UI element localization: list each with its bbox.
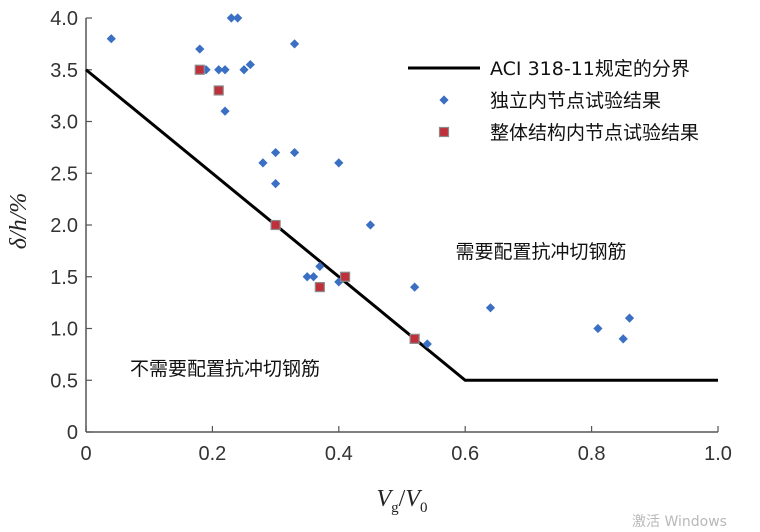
independent-joint-point	[334, 277, 344, 287]
independent-joint-point	[593, 323, 603, 334]
independent-joint-point	[485, 303, 496, 313]
independent-joint-point	[220, 106, 230, 116]
y-tick-label: 0	[67, 422, 78, 444]
legend-label-independent: 独立内节点试验结果	[490, 90, 661, 112]
tick-group: 0 0.2 0.4 0.6 0.8 1.0 0 0.5 1.0 1.5 2.0 2.5 3.0 3.5 4.…	[50, 8, 732, 465]
independent-joint-point	[239, 65, 249, 75]
watermark-text: 激活 Windows	[632, 513, 727, 530]
x-axis-title: Vg/V0	[376, 486, 427, 516]
independent-joint-point	[289, 39, 300, 49]
independent-joint-point	[258, 158, 268, 168]
independent-joint-point	[220, 65, 230, 75]
independent-joint-point	[233, 13, 243, 23]
boundary-line-group	[85, 68, 718, 382]
independent-joint-point	[308, 272, 319, 282]
x-tick-label: 0.6	[451, 443, 479, 465]
independent-joint-point	[315, 261, 325, 271]
integral-joint-point	[314, 282, 325, 293]
y-tick-label: 2.5	[50, 163, 78, 185]
x-tick-label: 0.8	[578, 443, 606, 465]
x-axis-title-sub2: 0	[420, 500, 428, 516]
independent-joint-point	[618, 334, 628, 344]
y-tick-label: 1.0	[50, 319, 78, 341]
x-tick-label: 1.0	[704, 443, 732, 465]
independent-joint-point	[422, 339, 432, 349]
integral-joint-point	[213, 85, 224, 96]
independent-joint-point	[334, 158, 344, 168]
y-tick-label: 1.5	[50, 267, 78, 289]
independent-joint-point	[365, 220, 375, 230]
y-tick-label: 3.5	[50, 60, 78, 82]
y-tick-label: 4.0	[50, 8, 78, 30]
integral-joint-point	[194, 64, 205, 75]
x-axis-title-slash: /	[399, 486, 406, 512]
independent-joint-point	[226, 13, 236, 23]
aci-boundary-line	[85, 68, 718, 382]
x-axis-title-v2: V	[405, 486, 422, 512]
y-tick-label: 0.5	[50, 370, 78, 392]
independent-joint-point	[302, 272, 312, 282]
independent-joint-point	[214, 65, 224, 75]
independent-joint-point	[289, 147, 300, 158]
legend: ACI 318-11规定的分界 独立内节点试验结果 整体结构内节点试验结果	[408, 58, 699, 144]
independent-joint-point	[624, 313, 635, 323]
x-axis-title-v1: V	[376, 486, 393, 512]
legend-diamond-mark	[439, 95, 449, 105]
y-tick-label: 2.0	[50, 215, 78, 237]
x-axis-title-sub1: g	[391, 500, 399, 516]
independent-joint-point	[271, 179, 281, 189]
independent-joint-point	[106, 34, 116, 44]
annotation-need-reinforcement: 需要配置抗冲切钢筋	[456, 241, 627, 263]
independent-joint-point	[271, 147, 281, 158]
integral-joint-point	[270, 219, 281, 231]
legend-square-mark	[438, 126, 450, 138]
legend-label-boundary: ACI 318-11规定的分界	[490, 58, 690, 80]
x-tick-label: 0.4	[325, 443, 353, 465]
integral-joint-point	[409, 333, 420, 344]
independent-joint-point	[195, 44, 205, 54]
y-axis-title: δ/h/%	[6, 193, 32, 249]
integral-joint-point	[340, 271, 351, 282]
data-points-group	[106, 13, 635, 349]
x-tick-label: 0	[80, 443, 91, 465]
independent-joint-point	[245, 59, 255, 70]
legend-label-integral: 整体结构内节点试验结果	[490, 122, 699, 144]
annotation-no-reinforcement: 不需要配置抗冲切钢筋	[130, 358, 320, 380]
y-tick-label: 3.0	[50, 112, 78, 134]
independent-joint-point	[201, 65, 211, 75]
independent-joint-point	[410, 282, 420, 292]
x-tick-label: 0.2	[198, 443, 226, 465]
